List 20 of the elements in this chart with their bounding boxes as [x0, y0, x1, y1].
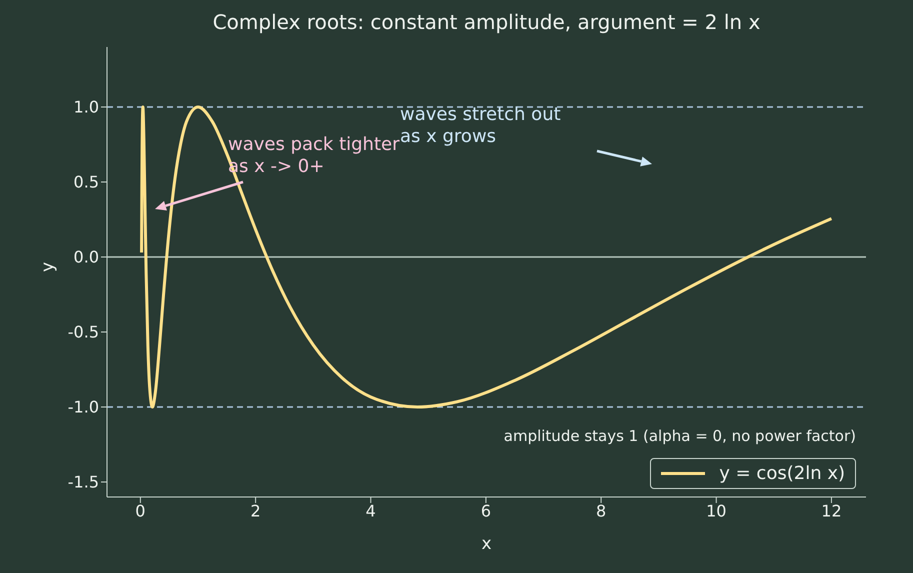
chart-title: Complex roots: constant amplitude, argument = 2 ln x: [212, 10, 762, 34]
x-tick-label: 2: [250, 501, 261, 520]
annotation: waves stretch out as x grows: [400, 104, 561, 147]
legend-label: y = cos(2ln x): [719, 463, 845, 484]
y-tick-label: -1.5: [68, 472, 99, 492]
x-tick-label: 8: [596, 501, 606, 520]
y-tick-label: -0.5: [68, 322, 99, 342]
annotation: amplitude stays 1 (alpha = 0, no power factor): [504, 427, 856, 445]
x-axis-title: x: [481, 534, 492, 554]
y-tick-label: 0.0: [74, 248, 99, 267]
y-tick-label: -1.0: [68, 398, 99, 417]
y-tick-label: 1.0: [74, 98, 99, 117]
y-axis-title: y: [38, 262, 58, 272]
x-tick-label: 12: [821, 501, 842, 520]
x-tick-label: 4: [366, 501, 376, 520]
x-tick-label: 10: [706, 501, 726, 520]
line-series: [140, 106, 833, 408]
x-tick-label: 0: [135, 501, 146, 520]
x-tick-label: 6: [480, 501, 492, 520]
y-tick-label: 0.5: [74, 172, 99, 192]
